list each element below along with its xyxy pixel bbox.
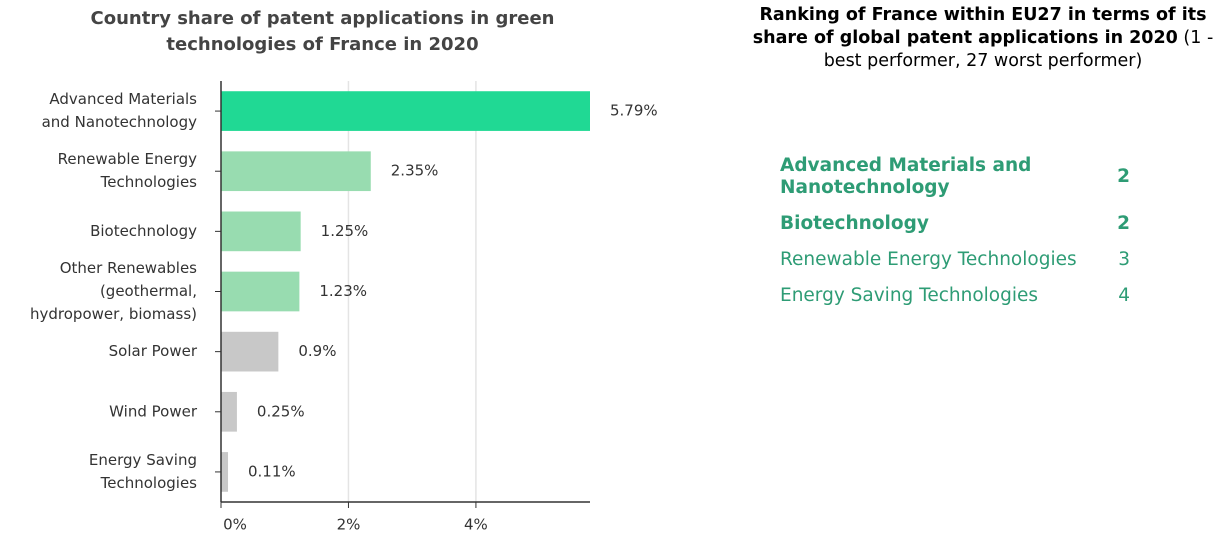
y-tick-label: Technologies (100, 474, 198, 492)
value-label: 5.79% (610, 102, 658, 120)
y-tick-label: Technologies (100, 173, 198, 191)
ranking-value: 4 (1118, 285, 1130, 306)
ranking-label: Biotechnology (780, 213, 929, 234)
value-label: 1.25% (321, 222, 369, 240)
bar (221, 91, 590, 131)
y-tick-label: Energy Saving (89, 451, 197, 469)
ranking-title: Ranking of France within EU27 in terms o… (735, 4, 1231, 73)
ranking-value: 2 (1117, 213, 1130, 234)
value-label: 0.9% (298, 342, 336, 360)
ranking-list: Advanced Materials and Nanotechnology 2 Bi… (780, 155, 1140, 321)
value-label: 1.23% (319, 282, 367, 300)
bar (221, 391, 237, 432)
y-tick-label: and Nanotechnology (42, 113, 197, 131)
ranking-row: Biotechnology 2 (780, 213, 1140, 235)
y-tick-label: Wind Power (109, 402, 198, 420)
y-tick-label: Solar Power (109, 342, 198, 360)
bar (221, 211, 301, 252)
bar (221, 271, 300, 312)
value-label: 2.35% (391, 162, 439, 180)
ranking-row: Renewable Energy Technologies 3 (780, 249, 1140, 271)
y-tick-label: Renewable Energy (58, 150, 197, 168)
bar (221, 151, 371, 192)
bar (221, 331, 279, 372)
y-tick-label: Other Renewables (60, 259, 197, 277)
value-label: 0.25% (257, 402, 305, 420)
y-tick-label: Biotechnology (90, 222, 197, 240)
bar (221, 452, 229, 492)
y-tick-label: Advanced Materials (49, 90, 197, 108)
x-tick-label: 2% (337, 516, 361, 534)
chart-title: Country share of patent applications in … (90, 8, 555, 55)
ranking-value: 2 (1117, 166, 1130, 187)
x-tick-label: 0% (223, 516, 247, 534)
x-tick-label: 4% (464, 516, 488, 534)
ranking-note: (1 - best performer, 27 worst performer) (823, 28, 1214, 71)
y-tick-label: hydropower, biomass) (30, 305, 197, 323)
ranking-label: Advanced Materials and Nanotechnology (780, 155, 1032, 198)
ranking-row: Energy Saving Technologies 4 (780, 285, 1140, 307)
ranking-value: 3 (1118, 249, 1130, 270)
y-tick-label: (geothermal, (100, 282, 197, 300)
ranking-title-text: Ranking of France within EU27 in terms o… (752, 5, 1207, 48)
ranking-row: Advanced Materials and Nanotechnology 2 (780, 155, 1140, 199)
ranking-label: Energy Saving Technologies (780, 285, 1039, 306)
value-label: 0.11% (248, 462, 296, 480)
ranking-label: Renewable Energy Technologies (780, 249, 1077, 270)
chart: 0% 2% 4% Advanced Materials and Nanotechnolo… (30, 81, 658, 534)
